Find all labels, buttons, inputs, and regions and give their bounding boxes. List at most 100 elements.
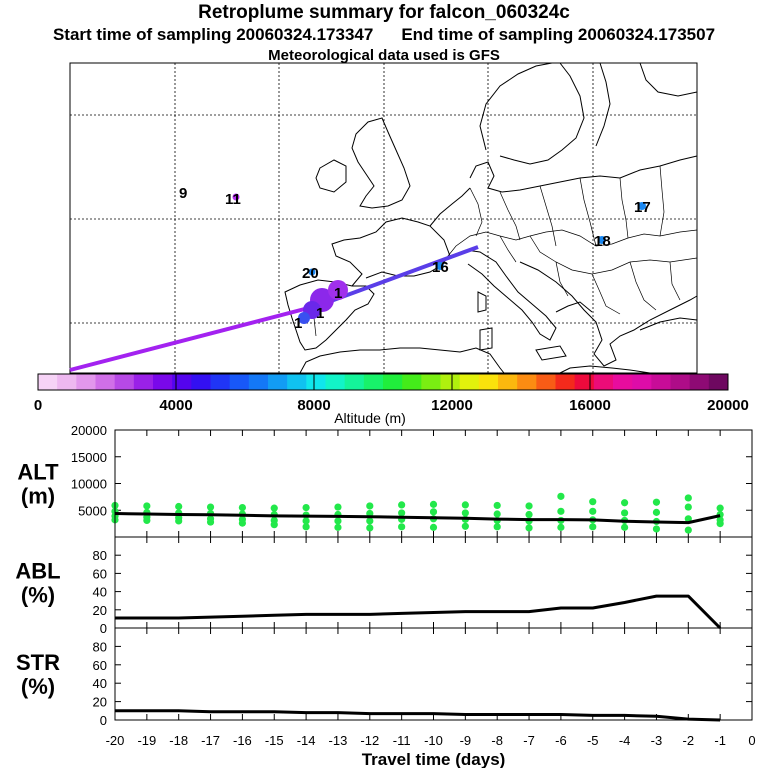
- scatter-point: [589, 523, 597, 531]
- x-tick-label: 0: [748, 733, 755, 748]
- x-tick-label: -4: [619, 733, 631, 748]
- x-tick-label: -20: [106, 733, 125, 748]
- x-tick-label: -10: [424, 733, 443, 748]
- trajectory-marker: [598, 236, 606, 244]
- panel-str: 0 20 40 60 80 STR(%): [16, 627, 753, 728]
- panel-label: (%): [21, 674, 55, 699]
- x-tick-label: -15: [265, 733, 284, 748]
- scatter-point: [493, 501, 501, 510]
- colorbar-swatch: [517, 374, 537, 390]
- map-label: 1: [294, 315, 302, 332]
- colorbar: 0 4000 8000 12000 16000 20000 Altitude (m): [34, 373, 749, 426]
- map-label: 1: [334, 285, 342, 302]
- scatter-point: [557, 523, 565, 531]
- x-axis-label: Travel time (days): [362, 750, 506, 768]
- x-tick-label: -17: [201, 733, 220, 748]
- colorbar-swatch: [498, 374, 518, 390]
- colorbar-swatch: [689, 374, 710, 390]
- scatter-point: [493, 510, 501, 518]
- scatter-point: [684, 503, 692, 511]
- x-tick-label: -16: [233, 733, 252, 748]
- y-tick-label: 0: [100, 621, 107, 636]
- panel-label: (%): [21, 583, 55, 608]
- x-tick-label: -11: [393, 733, 411, 748]
- scatter-point: [175, 517, 183, 525]
- x-tick-label: -3: [651, 733, 663, 748]
- y-tick-label: 20000: [71, 423, 107, 438]
- scatter-point: [334, 523, 342, 531]
- map-label: 1: [316, 305, 324, 322]
- x-tick-label: -19: [137, 733, 156, 748]
- colorbar-swatch: [574, 374, 595, 390]
- colorbar-swatch: [536, 374, 556, 390]
- scatter-point: [652, 508, 661, 516]
- colorbar-swatch: [632, 374, 652, 390]
- scatter-point: [238, 503, 246, 512]
- scatter-point: [589, 507, 597, 515]
- y-tick-label: 80: [93, 639, 107, 654]
- colorbar-swatch: [95, 374, 116, 390]
- scatter-point: [270, 504, 278, 512]
- colorbar-tick-label: 12000: [431, 397, 473, 414]
- scatter-point: [302, 517, 310, 525]
- time-series-panels: 5000100001500020000ALT(m)020406080ABL(%)…: [15, 423, 753, 728]
- scatter-point: [398, 501, 406, 509]
- trajectory-marker: [638, 202, 646, 210]
- colorbar-swatch: [306, 374, 326, 390]
- scatter-point: [525, 524, 533, 532]
- panel-label: ALT: [17, 460, 59, 485]
- colorbar-tick-label: 20000: [707, 397, 749, 414]
- colorbar-swatch: [363, 374, 384, 390]
- y-tick-label: 60: [93, 566, 107, 581]
- x-tick-label: -13: [329, 733, 348, 748]
- panel-label: ABL: [15, 559, 60, 584]
- colorbar-tick-label: 8000: [297, 397, 330, 414]
- scatter-point: [398, 509, 406, 517]
- chart-title: Retroplume summary for falcon_060324c: [198, 2, 570, 23]
- travel-time-axis: -20 -19 -18 -17 -16 -15 -14 -13 -12 -11 -10 -9 -8 -7-…: [106, 733, 756, 768]
- scatter-point: [525, 502, 533, 510]
- x-tick-label: -6: [555, 733, 567, 748]
- panel-frame: [114, 627, 753, 721]
- scatter-point: [302, 503, 310, 512]
- trajectory-marker: [308, 268, 316, 276]
- trajectory: [69, 193, 646, 372]
- colorbar-tick-label: 16000: [569, 397, 611, 414]
- trajectory-blob: [298, 312, 310, 324]
- y-tick-label: 20: [93, 695, 107, 710]
- scatter-point: [525, 510, 533, 519]
- colorbar-swatch: [708, 374, 729, 390]
- scatter-point: [270, 521, 278, 529]
- x-tick-label: -1: [714, 733, 726, 748]
- colorbar-swatch: [268, 374, 288, 390]
- scatter-point: [621, 523, 629, 531]
- x-tick-label: -18: [169, 733, 188, 748]
- panel-label: (m): [21, 484, 55, 509]
- colorbar-swatch: [325, 374, 346, 390]
- scatter-point: [493, 523, 501, 531]
- scatter-point: [429, 508, 438, 516]
- panel-alt: 5000 10000 15000 20000 ALT(m): [17, 423, 753, 538]
- colorbar-swatch: [344, 374, 365, 390]
- colorbar-swatch: [38, 374, 58, 390]
- colorbar-swatch: [613, 374, 633, 390]
- map-grid: [70, 63, 697, 373]
- scatter-point: [206, 503, 215, 511]
- trajectory-marker: [436, 262, 444, 270]
- map-label: 17: [634, 199, 651, 216]
- scatter-point: [589, 498, 597, 506]
- scatter-point: [366, 502, 374, 510]
- series-line: [114, 512, 721, 525]
- scatter-point: [557, 507, 565, 515]
- y-tick-label: 20: [93, 603, 107, 618]
- colorbar-swatch: [287, 374, 307, 390]
- x-tick-label: -7: [523, 733, 535, 748]
- scatter-point: [621, 499, 629, 507]
- end-time-label: End time of sampling 20060324.173507: [401, 25, 716, 44]
- map-panel: 9 11 20 1 1 1 16 17 18: [69, 62, 698, 374]
- scatter-point: [175, 502, 183, 511]
- panel-abl: 0 20 40 60 80 ABL(%): [15, 536, 753, 636]
- map-label: 16: [432, 259, 449, 276]
- map-day-labels: 9 11 20 1 1 1 16 17 18: [179, 185, 651, 332]
- y-tick-label: 80: [93, 548, 107, 563]
